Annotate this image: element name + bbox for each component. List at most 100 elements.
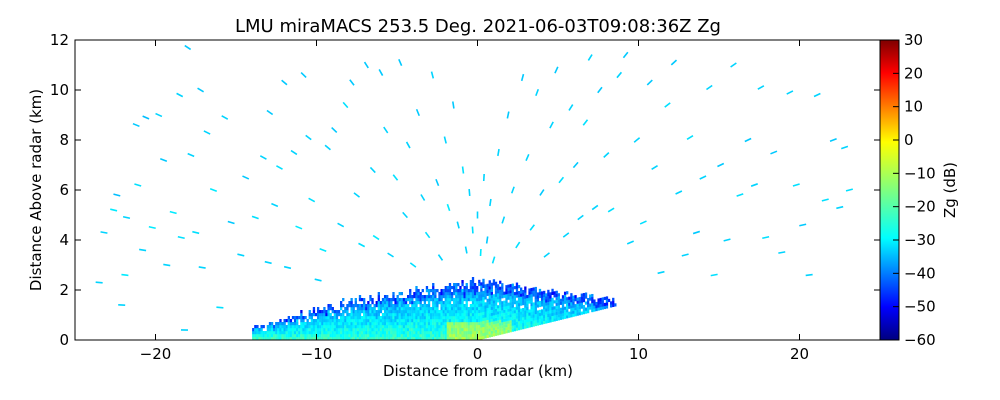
echo-cell [501, 292, 504, 296]
echo-cell [323, 313, 326, 317]
echo-cell [507, 305, 510, 309]
echo-cell [430, 295, 433, 299]
echo-cell [402, 319, 406, 323]
echo-cell [488, 292, 491, 296]
echo-cell [505, 285, 508, 289]
echo-point [159, 158, 168, 162]
echo-cell [446, 316, 450, 320]
echo-cell [488, 319, 491, 323]
echo-cell [486, 331, 489, 335]
echo-cell [465, 301, 468, 305]
echo-cell [434, 298, 437, 302]
echo-cell [484, 335, 487, 339]
echo-cell [402, 322, 406, 326]
echo-cell [266, 337, 270, 340]
echo-point [184, 44, 192, 51]
echo-cell [444, 337, 447, 340]
echo-cell [471, 298, 475, 302]
echo-cell [346, 331, 349, 335]
echo-cell [536, 298, 540, 302]
echo-cell [553, 312, 556, 316]
echo-cell [520, 302, 523, 306]
echo-cell [379, 316, 383, 320]
echo-cell [411, 310, 414, 314]
echo-cell [379, 319, 383, 323]
echo-cell [388, 337, 391, 340]
echo-cell [358, 325, 362, 329]
echo-cell [291, 337, 295, 340]
echo-cell [358, 295, 362, 299]
echo-cell [340, 337, 343, 340]
echo-point [446, 203, 451, 212]
echo-cell [599, 297, 602, 302]
echo-cell [463, 319, 466, 323]
echo-cell [453, 322, 456, 326]
echo-cell [505, 288, 508, 292]
echo-cell [490, 300, 494, 304]
echo-cell [469, 298, 473, 302]
echo-cell [354, 310, 357, 314]
echo-cell [513, 286, 517, 290]
echo-cell [511, 328, 514, 332]
echo-cell [522, 290, 525, 294]
echo-cell [484, 308, 487, 312]
echo-cell [268, 325, 272, 329]
echo-cell [367, 334, 370, 338]
echo-cell [578, 306, 581, 310]
echo-cell [400, 298, 404, 302]
echo-cell [469, 289, 473, 293]
echo-point [163, 263, 171, 267]
echo-cell [586, 304, 590, 308]
echo-cell [331, 316, 334, 320]
echo-cell [505, 303, 508, 307]
echo-cell [553, 306, 556, 310]
echo-cell [574, 298, 577, 302]
echo-cell [354, 331, 357, 335]
echo-cell [501, 283, 504, 287]
echo-cell [319, 325, 322, 329]
echo-cell [321, 328, 324, 332]
echo-cell [363, 310, 366, 314]
echo-cell [254, 328, 257, 332]
echo-cell [614, 303, 617, 307]
echo-cell [296, 322, 299, 326]
echo-cell [375, 304, 378, 308]
echo-cell [367, 313, 370, 317]
echo-cell [526, 306, 529, 311]
echo-cell [448, 310, 452, 314]
echo-cell [574, 307, 577, 311]
echo-cell [434, 328, 437, 332]
echo-cell [455, 289, 458, 293]
echo-cell [392, 337, 395, 340]
echo-cell [524, 304, 527, 308]
echo-cell [270, 325, 274, 329]
echo-cell [561, 310, 565, 314]
echo-cell [402, 334, 406, 338]
echo-cell [342, 298, 345, 302]
echo-cell [268, 337, 272, 340]
echo-cell [329, 334, 332, 338]
echo-cell [440, 298, 443, 302]
echo-cell [526, 300, 529, 305]
echo-cell [450, 298, 454, 302]
echo-point [626, 240, 634, 245]
echo-cell [553, 318, 556, 322]
echo-cell [520, 293, 523, 297]
echo-cell [432, 307, 435, 311]
colorbar-tick-label: 0 [904, 131, 914, 149]
echo-cell [488, 310, 491, 314]
echo-cell [528, 324, 531, 328]
echo-cell [549, 295, 552, 299]
echo-point [402, 211, 408, 219]
echo-cell [442, 325, 445, 329]
echo-point [829, 138, 837, 142]
echo-point [568, 104, 574, 111]
echo-cell [442, 319, 445, 323]
echo-cell [513, 325, 517, 329]
echo-cell [323, 337, 326, 340]
echo-cell [266, 331, 270, 335]
echo-cell [605, 299, 609, 303]
echo-cell [528, 297, 531, 301]
echo-cell [270, 322, 274, 326]
